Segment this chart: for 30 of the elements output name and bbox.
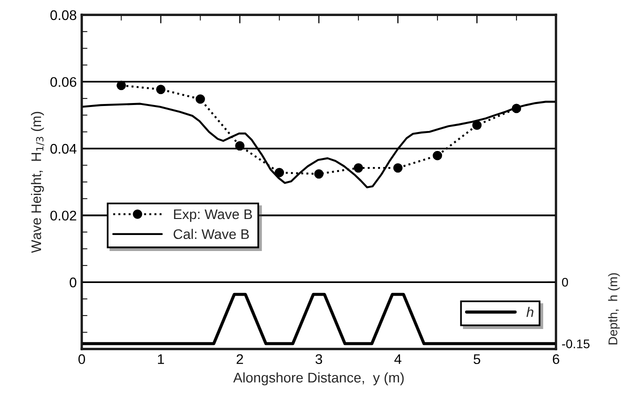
- y-tick-label: 0.02: [50, 210, 76, 221]
- y2-axis-title: Depth, h (m): [608, 273, 620, 344]
- x-tick-label: 1: [158, 354, 164, 364]
- point: [314, 169, 324, 179]
- legend-label: Cal: Wave B: [174, 228, 249, 240]
- point: [196, 94, 205, 104]
- point: [235, 141, 245, 151]
- x-axis-title: Alongshore Distance, y (m): [233, 372, 404, 386]
- point: [472, 120, 482, 130]
- y-tick-label: 0.08: [50, 10, 76, 20]
- y-tick-label: 0.06: [50, 77, 76, 87]
- point: [432, 150, 442, 160]
- y-axis-title: Wave Height, H$_{1/3}$ (m): [30, 112, 44, 253]
- legend-label: h: [526, 306, 534, 317]
- y2-tick-label: -0.15: [562, 339, 590, 348]
- y-tick-label: 0: [70, 278, 76, 288]
- x-tick-label: 5: [474, 354, 480, 364]
- point: [274, 168, 284, 178]
- x-tick-label: 2: [236, 354, 243, 364]
- legend-label: Exp: Wave B: [174, 209, 252, 222]
- point: [393, 163, 403, 173]
- point: [156, 84, 166, 94]
- point: [354, 163, 364, 173]
- x-tick-label: 4: [394, 354, 402, 364]
- x-tick-label: 0: [78, 354, 86, 364]
- y2-tick-label: 0: [562, 278, 568, 287]
- x-tick-label: 3: [316, 354, 322, 364]
- point: [116, 80, 126, 90]
- x-tick-label: 6: [552, 354, 560, 364]
- y-tick-label: 0.04: [50, 144, 76, 154]
